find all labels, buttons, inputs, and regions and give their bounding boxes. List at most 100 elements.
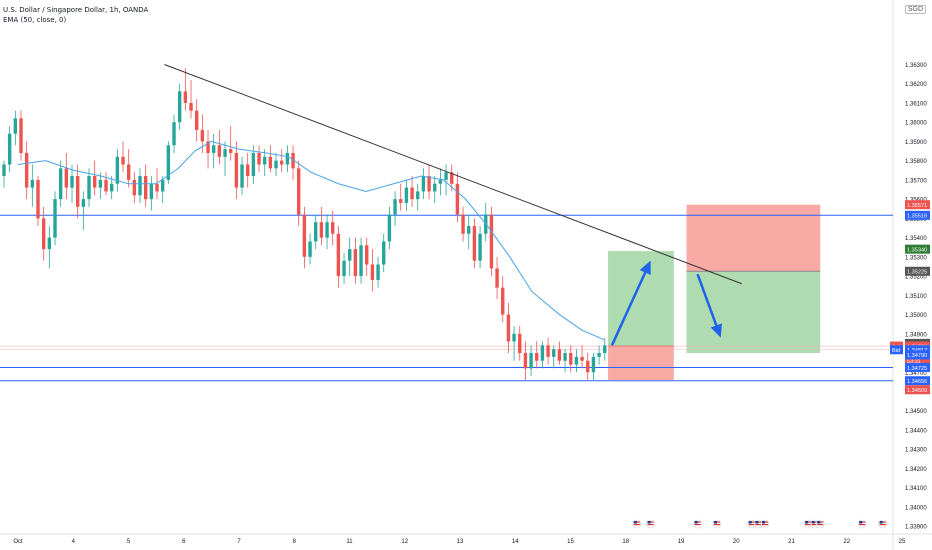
price-tag-prefix: Bid (892, 348, 900, 354)
candle-body (376, 264, 380, 280)
price-tag[interactable] (905, 376, 930, 386)
candle-body (30, 179, 35, 188)
long-stop-zone[interactable] (608, 346, 674, 380)
price-tick-label: 1.35700 (905, 178, 927, 184)
candle-body (308, 241, 312, 257)
price-tag[interactable] (905, 200, 930, 210)
event-flag-icon[interactable] (632, 519, 642, 529)
direction-arrows[interactable] (610, 260, 722, 346)
candle-body (404, 187, 409, 203)
price-tag-label: 1.34790 (907, 353, 927, 359)
candle-body (24, 152, 29, 188)
candle-body (382, 241, 386, 265)
price-tick-label: 1.34200 (905, 467, 927, 473)
candle-body (489, 214, 494, 269)
candle-body (472, 226, 477, 261)
flag-stripe (713, 524, 720, 526)
up-arrow-shaft[interactable] (610, 271, 647, 346)
price-tag[interactable] (905, 356, 930, 366)
candle-body (518, 333, 522, 354)
time-tick-label: 21 (788, 539, 795, 545)
candle-body (217, 145, 222, 157)
flag-stripe (755, 524, 762, 526)
price-tick-label: 1.34100 (905, 486, 927, 492)
event-flag-icon[interactable] (754, 519, 763, 529)
candle-body (353, 249, 358, 277)
candle-body (342, 260, 346, 277)
position-zones[interactable] (608, 204, 821, 380)
price-tag[interactable] (905, 244, 930, 254)
event-flag-icon[interactable] (693, 519, 702, 529)
event-flag-icon[interactable] (646, 519, 655, 529)
candle-body (365, 245, 369, 265)
short-profit-zone[interactable] (686, 271, 821, 354)
down-arrow-shaft[interactable] (696, 273, 718, 326)
price-tag[interactable] (905, 362, 930, 372)
candle-body (450, 172, 454, 184)
price-tag-label: 1.35571 (907, 203, 927, 209)
candle-body (370, 264, 375, 280)
candle-body (552, 349, 556, 357)
short-stop-zone[interactable] (686, 204, 821, 272)
flag-canton (817, 521, 821, 524)
candle-body (285, 152, 290, 165)
flag-canton (748, 521, 752, 524)
indicator-label[interactable]: EMA (50, close, 0) (3, 16, 67, 24)
flag-stripe (694, 524, 701, 526)
descending-trendline[interactable] (164, 64, 742, 285)
price-tick-label: 1.35300 (905, 255, 927, 261)
time-axis[interactable]: Oct 4 5 6 7 8 11 12 13 14 15 18 19 20 21 22 25 (13, 539, 906, 545)
down-arrow-head[interactable] (710, 323, 722, 338)
event-flag-icon[interactable] (712, 519, 722, 529)
price-tag[interactable] (905, 350, 930, 360)
horizontal-levels[interactable] (0, 214, 893, 382)
event-flag-icon[interactable] (857, 519, 867, 529)
candle-body (438, 179, 443, 184)
time-tick-label: 4 (72, 539, 76, 545)
event-flag-icon[interactable] (760, 519, 770, 529)
price-tag[interactable] (905, 345, 930, 355)
candle-body (7, 133, 12, 165)
flag-stripe (633, 524, 640, 526)
price-tick-label: 1.35100 (905, 294, 927, 300)
price-tag-prefix-box[interactable] (890, 345, 903, 355)
economic-events[interactable] (632, 519, 887, 529)
time-tick-label: 5 (127, 539, 131, 545)
candle-body (535, 353, 539, 361)
price-tick-label: 1.35200 (905, 275, 927, 281)
candle-body (444, 172, 448, 180)
event-flag-icon[interactable] (815, 519, 825, 529)
trendline[interactable] (164, 64, 742, 285)
price-tag[interactable] (905, 266, 930, 276)
price-tag[interactable] (905, 210, 930, 220)
candle-body (314, 222, 318, 242)
price-axis[interactable]: 1.36300 1.36200 1.36100 1.36000 1.35900 1.358… (890, 63, 930, 531)
event-flag-icon[interactable] (878, 519, 887, 529)
flag-stripe (748, 524, 755, 526)
time-tick-label: 8 (293, 539, 297, 545)
event-flag-icon[interactable] (803, 519, 813, 529)
price-tag[interactable] (905, 385, 930, 395)
price-tick-label: 1.36200 (905, 82, 927, 88)
candle-body (138, 176, 142, 196)
price-tag-label: 1.35340 (907, 247, 927, 253)
candle-body (331, 222, 335, 234)
candle-body (172, 122, 176, 146)
candle-body (41, 218, 46, 250)
currency-badge[interactable]: SGD (904, 5, 926, 14)
up-arrow-head[interactable] (639, 260, 651, 276)
price-tick-label: 1.35900 (905, 140, 927, 146)
candle-body (512, 333, 516, 342)
candle-body (211, 145, 216, 153)
candle-body (228, 149, 233, 153)
price-tick-label: 1.35400 (905, 236, 927, 242)
flag-canton (879, 521, 883, 524)
flag-canton (713, 521, 717, 524)
candle-body (597, 353, 601, 357)
price-tick-label: 1.34700 (905, 371, 927, 377)
ema-50-line (17, 140, 604, 341)
candle-body (291, 152, 295, 169)
flag-canton (811, 521, 815, 524)
